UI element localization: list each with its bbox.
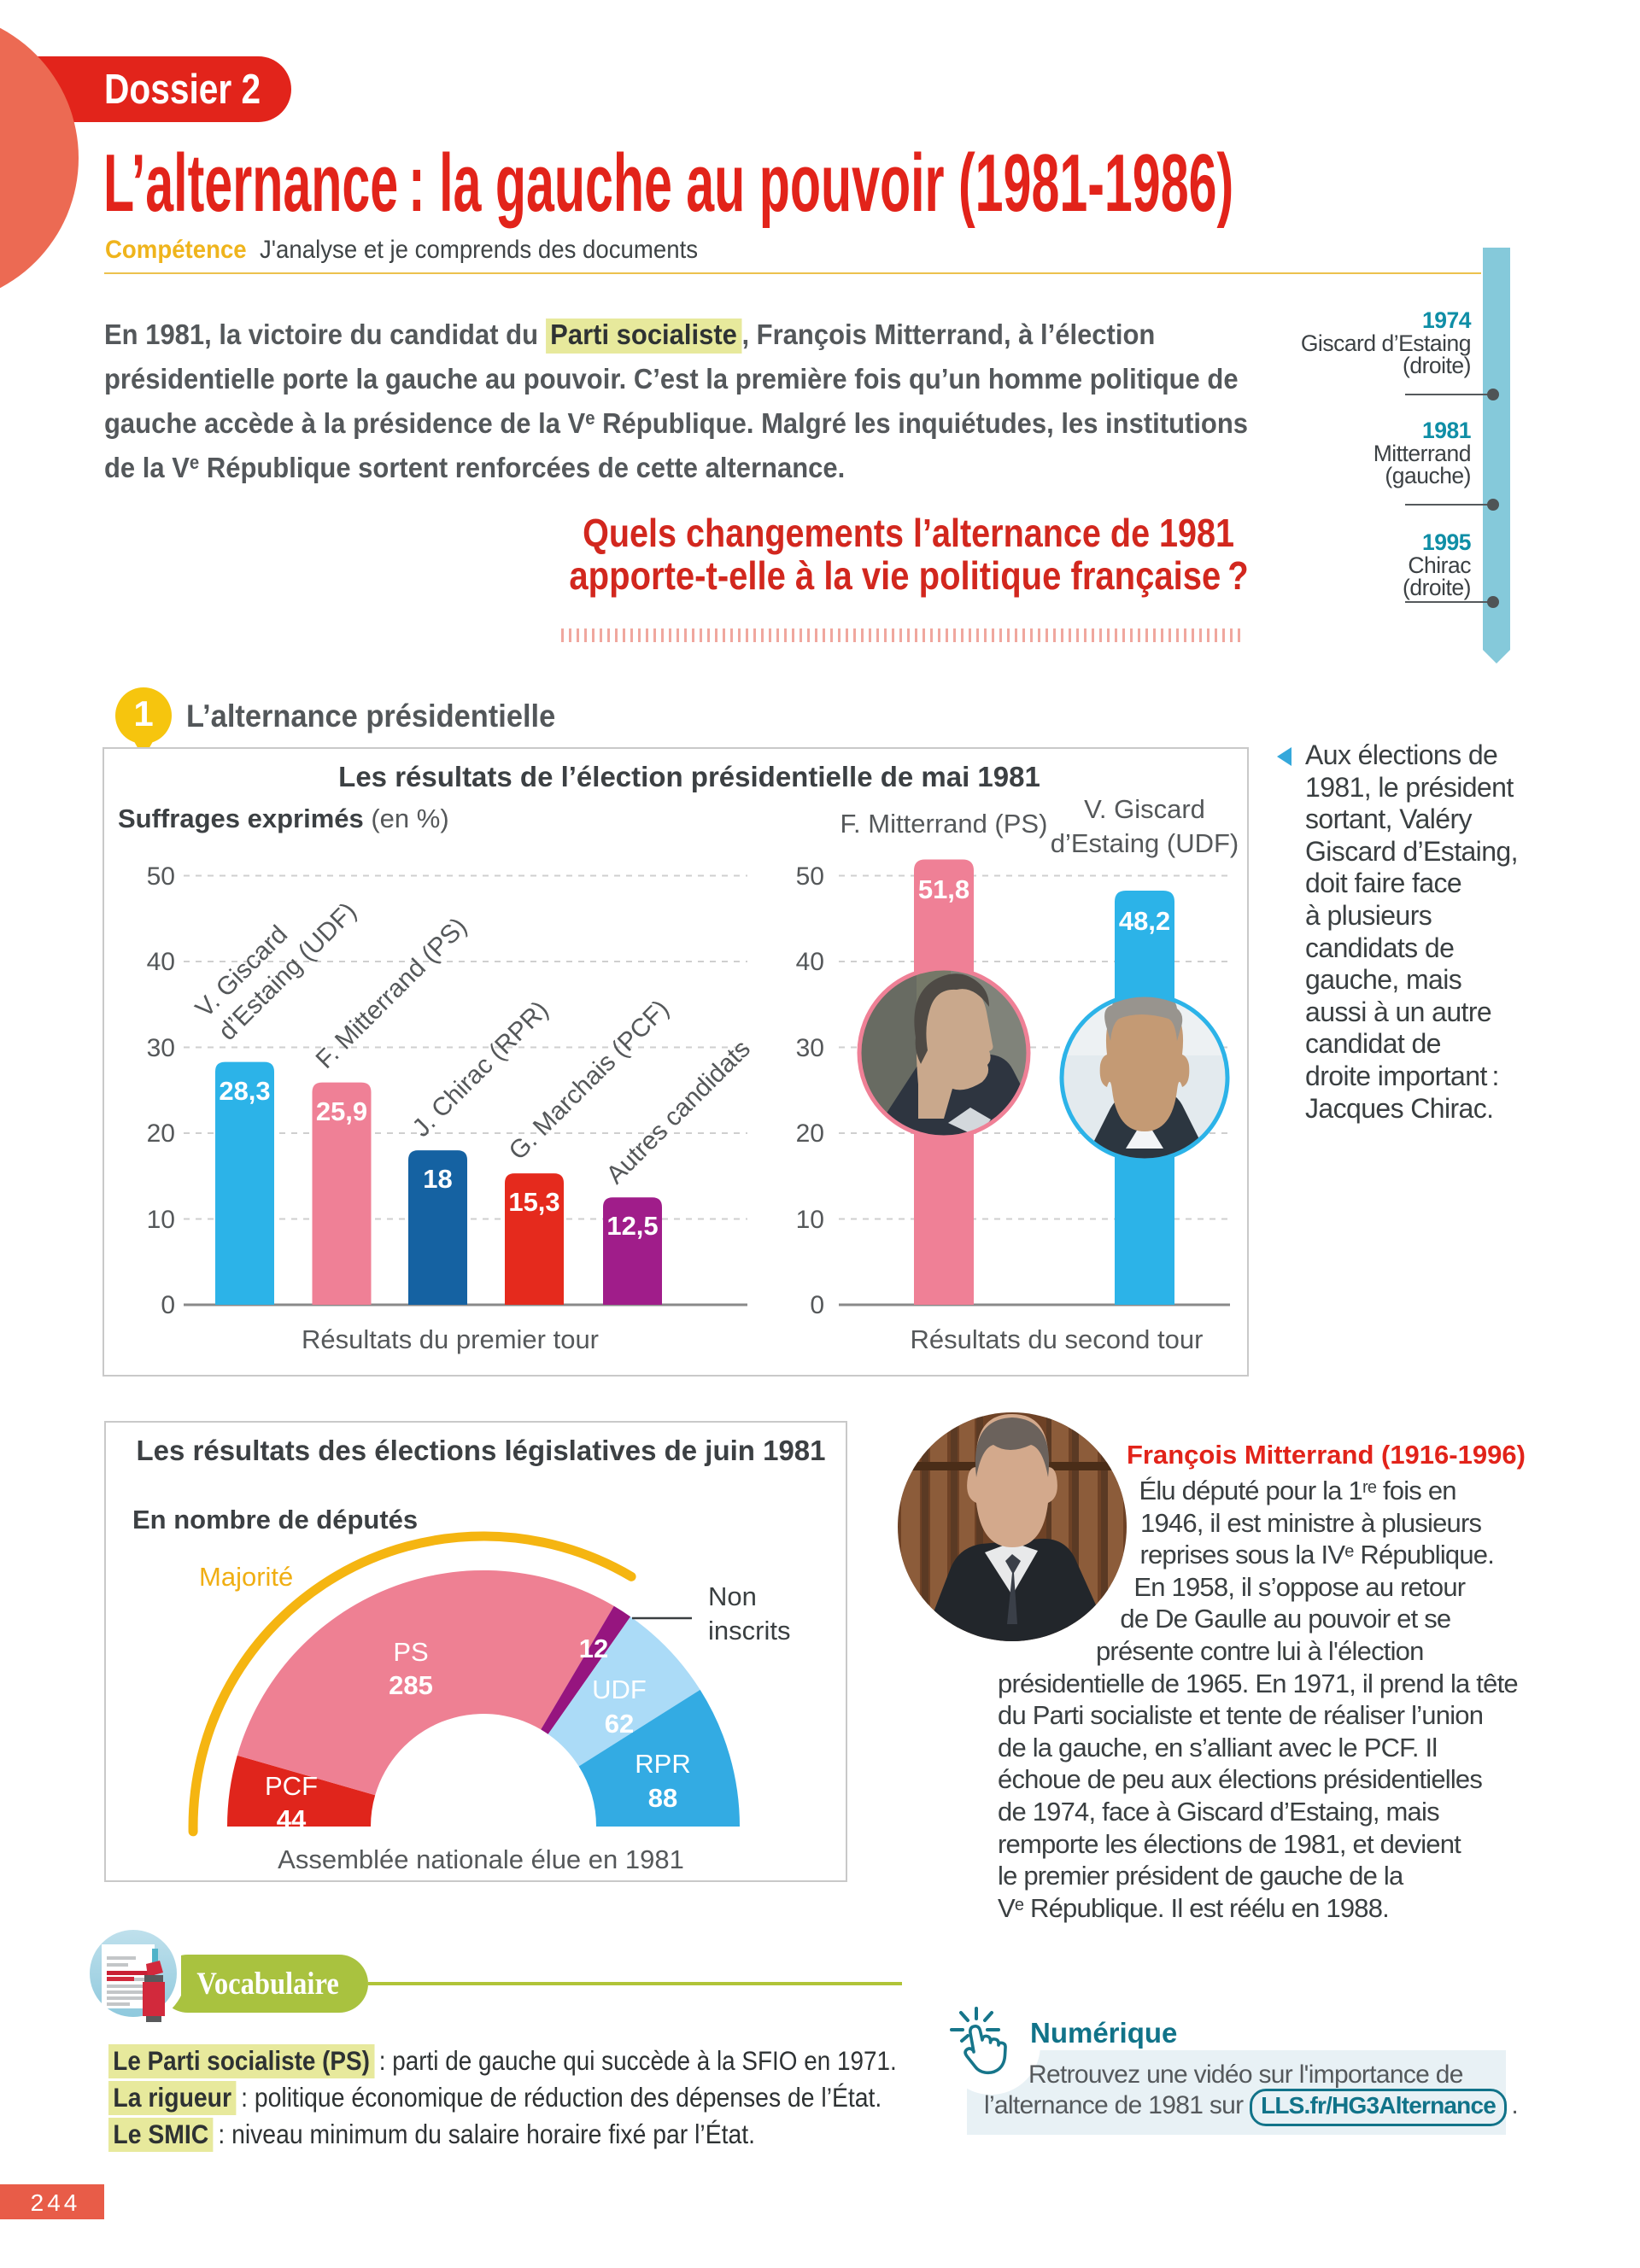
svg-text:10: 10 [796, 1206, 824, 1234]
svg-text:40: 40 [796, 948, 824, 976]
svg-text:Majorité: Majorité [199, 1562, 293, 1592]
svg-text:Les résultats des élections lé: Les résultats des élections législatives… [136, 1435, 825, 1466]
svg-text:50: 50 [147, 862, 175, 891]
svg-text:PCF: PCF [265, 1771, 318, 1801]
svg-text:62: 62 [605, 1709, 634, 1739]
svg-text:inscrits: inscrits [708, 1616, 790, 1645]
svg-text:30: 30 [796, 1034, 824, 1062]
svg-text:10: 10 [147, 1206, 175, 1234]
svg-text:285: 285 [389, 1670, 433, 1700]
svg-text:28,3: 28,3 [219, 1076, 270, 1106]
svg-text:Résultats du second tour: Résultats du second tour [911, 1324, 1204, 1354]
svg-text:PS: PS [393, 1637, 428, 1667]
svg-text:30: 30 [147, 1034, 175, 1062]
svg-text:0: 0 [161, 1291, 175, 1319]
svg-text:V. Giscardd’Estaing (UDF): V. Giscardd’Estaing (UDF) [190, 874, 362, 1046]
svg-text:En nombre de députés: En nombre de députés [132, 1505, 418, 1534]
svg-text:Non: Non [708, 1581, 757, 1611]
svg-text:Assemblée nationale élue en 19: Assemblée nationale élue en 1981 [278, 1844, 684, 1874]
svg-text:44: 44 [277, 1804, 307, 1834]
svg-text:UDF: UDF [592, 1675, 647, 1704]
svg-text:50: 50 [796, 862, 824, 891]
svg-text:40: 40 [147, 948, 175, 976]
svg-text:RPR: RPR [635, 1749, 690, 1779]
svg-text:Suffrages exprimés (en %): Suffrages exprimés (en %) [118, 804, 449, 833]
svg-text:25,9: 25,9 [316, 1096, 367, 1126]
svg-text:Les résultats de l’élection pr: Les résultats de l’élection présidentiel… [338, 761, 1040, 792]
svg-text:12: 12 [579, 1634, 608, 1663]
svg-text:48,2: 48,2 [1119, 906, 1170, 936]
svg-text:F. Mitterrand (PS): F. Mitterrand (PS) [840, 809, 1048, 839]
svg-text:20: 20 [147, 1119, 175, 1148]
svg-text:Résultats du premier tour: Résultats du premier tour [302, 1324, 599, 1354]
svg-text:20: 20 [796, 1119, 824, 1148]
svg-text:12,5: 12,5 [606, 1211, 658, 1241]
svg-text:88: 88 [648, 1783, 677, 1813]
svg-text:15,3: 15,3 [508, 1187, 559, 1217]
svg-text:V. Giscard: V. Giscard [1084, 794, 1205, 824]
svg-text:0: 0 [810, 1291, 824, 1319]
svg-text:d’Estaing (UDF): d’Estaing (UDF) [1051, 828, 1239, 858]
svg-text:18: 18 [423, 1164, 452, 1194]
svg-text:51,8: 51,8 [918, 874, 969, 904]
